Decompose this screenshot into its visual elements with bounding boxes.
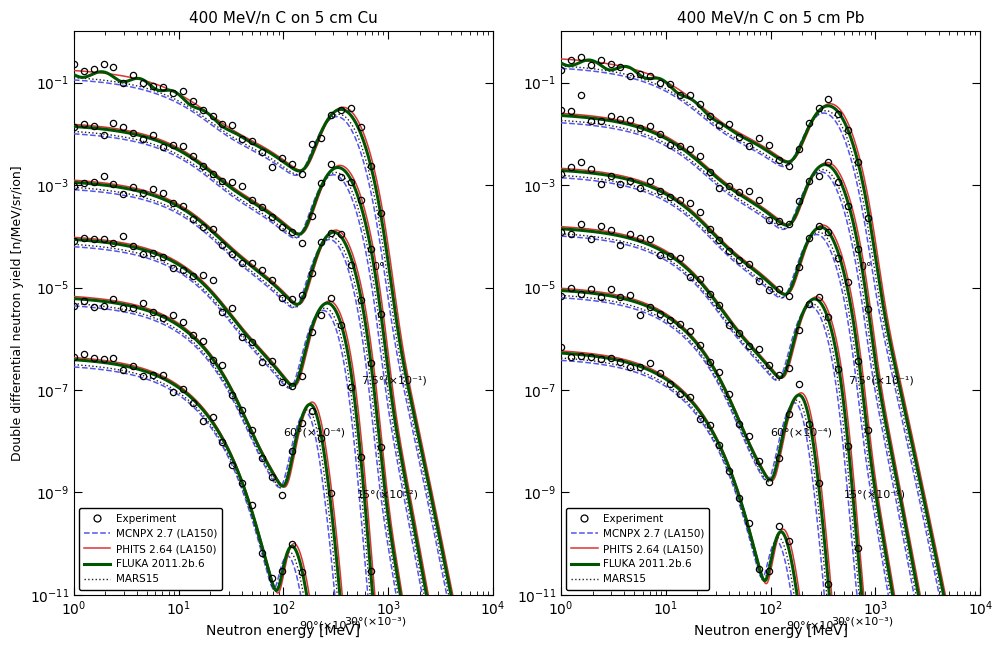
Text: 90°(×10⁻⁵): 90°(×10⁻⁵) [785, 620, 848, 631]
Text: 15°(×10⁻²): 15°(×10⁻²) [356, 490, 418, 500]
Text: 0°: 0° [859, 262, 871, 272]
Text: 7.5°(×10⁻¹): 7.5°(×10⁻¹) [848, 376, 913, 386]
Text: 7.5°(×10⁻¹): 7.5°(×10⁻¹) [361, 376, 426, 386]
Title: 400 MeV/n C on 5 cm Cu: 400 MeV/n C on 5 cm Cu [189, 11, 377, 26]
Text: 60°(×10⁻⁴): 60°(×10⁻⁴) [770, 427, 831, 437]
Text: 30°(×10⁻³): 30°(×10⁻³) [830, 617, 893, 627]
Text: 60°(×10⁻⁴): 60°(×10⁻⁴) [283, 427, 345, 437]
Text: 15°(×10⁻²): 15°(×10⁻²) [844, 490, 905, 500]
Legend: Experiment, MCNPX 2.7 (LA150), PHITS 2.64 (LA150), FLUKA 2011.2b.6, MARS15: Experiment, MCNPX 2.7 (LA150), PHITS 2.6… [566, 508, 708, 590]
X-axis label: Neutron energy [MeV]: Neutron energy [MeV] [207, 624, 360, 638]
Title: 400 MeV/n C on 5 cm Pb: 400 MeV/n C on 5 cm Pb [676, 11, 864, 26]
Text: 0°: 0° [372, 262, 384, 272]
Text: 30°(×10⁻³): 30°(×10⁻³) [344, 617, 406, 627]
Legend: Experiment, MCNPX 2.7 (LA150), PHITS 2.64 (LA150), FLUKA 2011.2b.6, MARS15: Experiment, MCNPX 2.7 (LA150), PHITS 2.6… [79, 508, 222, 590]
Text: 90°(×10⁻⁵): 90°(×10⁻⁵) [299, 620, 360, 631]
Y-axis label: Double differential neutron yield [n/MeV/sr/ion]: Double differential neutron yield [n/MeV… [11, 165, 24, 461]
X-axis label: Neutron energy [MeV]: Neutron energy [MeV] [693, 624, 847, 638]
